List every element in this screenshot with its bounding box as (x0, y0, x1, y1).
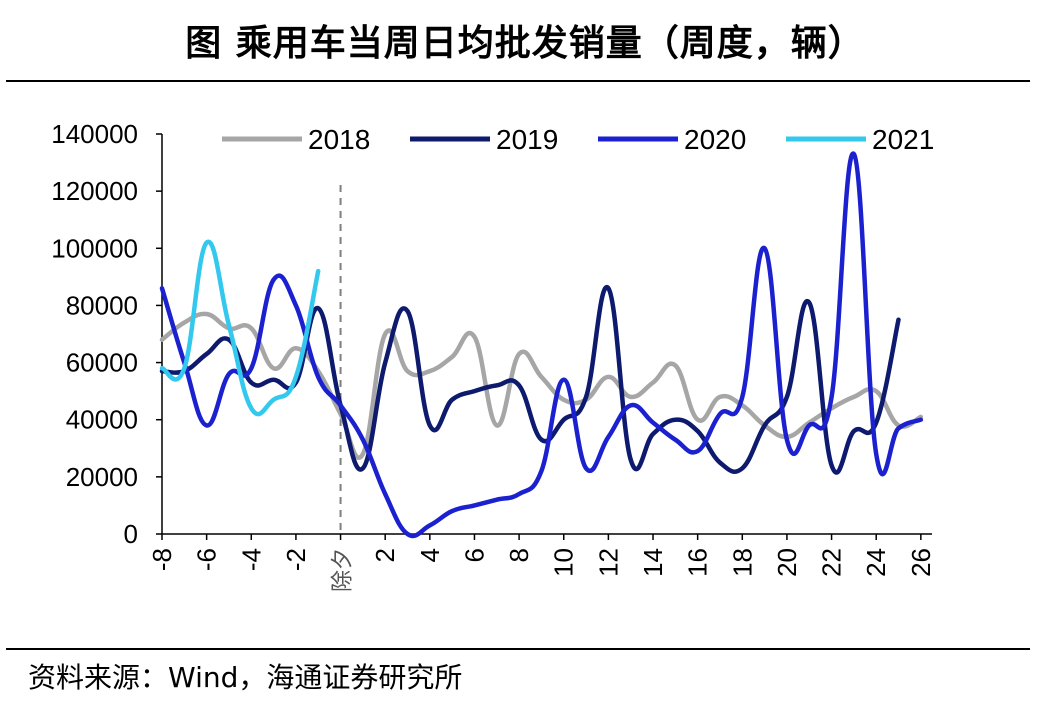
divider-tick-label: 除夕 (330, 548, 355, 592)
legend-label-2021: 2021 (872, 124, 934, 155)
line-chart: 0 20000 40000 60000 80000 100000 120000 140000 -… (51, 119, 936, 592)
x-tick-label: 2 (370, 548, 400, 562)
series-line-2018 (159, 311, 924, 460)
x-tick-label: 20 (772, 548, 802, 577)
x-tick-label: 16 (683, 548, 713, 577)
source-note: 资料来源：Wind，海通证券研究所 (28, 661, 463, 694)
y-tick-label: 40000 (66, 405, 138, 435)
x-tick-label: 12 (593, 548, 623, 577)
x-tick-label: 26 (906, 548, 936, 577)
y-tick-label: 80000 (66, 290, 138, 320)
x-tick-label: -6 (192, 548, 222, 571)
x-tick-label: 14 (638, 548, 668, 577)
y-tick-label: 100000 (51, 233, 138, 263)
series-line-2021 (159, 239, 321, 417)
x-tick-label: 10 (549, 548, 579, 577)
x-tick-label: -8 (147, 548, 177, 571)
x-tick-label: -2 (281, 548, 311, 571)
legend-label-2019: 2019 (496, 124, 558, 155)
x-tick-label: 22 (817, 548, 847, 577)
series-line-2019 (159, 285, 901, 475)
title-rule (6, 80, 1030, 82)
legend-label-2018: 2018 (308, 124, 370, 155)
x-tick-label: 8 (504, 548, 534, 562)
x-tick-label: -4 (236, 548, 266, 571)
y-tick-label: 140000 (51, 119, 138, 149)
x-tick-label: 4 (415, 548, 445, 562)
source-rule (6, 648, 1030, 650)
y-tick-label: 120000 (51, 176, 138, 206)
series-line-2020 (159, 151, 924, 539)
y-tick-label: 60000 (66, 348, 138, 378)
x-tick-label: 24 (861, 548, 891, 577)
x-tick-label: 18 (727, 548, 757, 577)
y-tick-label: 20000 (66, 462, 138, 492)
chart-title: 图 乘用车当周日均批发销量（周度，辆） (185, 23, 865, 64)
y-tick-label: 0 (124, 519, 138, 549)
x-tick-label: 6 (459, 548, 489, 562)
legend-label-2020: 2020 (684, 124, 746, 155)
